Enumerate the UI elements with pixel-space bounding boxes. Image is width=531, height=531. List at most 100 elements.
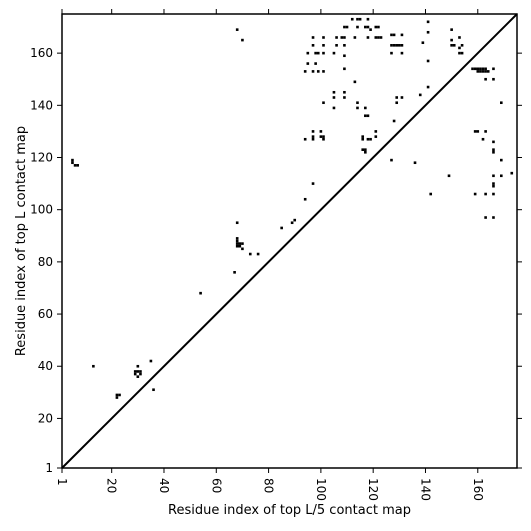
- contact-point-upper: [311, 44, 315, 47]
- contact-point-lower: [136, 375, 140, 378]
- contact-point-lower: [238, 242, 242, 245]
- contact-point-lower: [238, 244, 242, 248]
- x-tick-label: 80: [262, 478, 276, 493]
- contact-point-lower: [199, 291, 202, 295]
- contact-point-upper: [332, 106, 336, 110]
- contact-point-upper: [450, 28, 453, 31]
- contact-point-lower: [235, 239, 239, 243]
- contact-point-lower: [235, 237, 239, 240]
- contact-point-upper: [369, 28, 372, 31]
- contact-point-upper: [500, 101, 503, 105]
- contact-point-upper: [400, 96, 404, 99]
- contact-point-lower: [361, 137, 365, 141]
- x-tick-label: 160: [471, 478, 485, 501]
- contact-point-upper: [356, 25, 359, 29]
- contact-point-lower: [139, 370, 142, 373]
- contact-point-lower: [235, 244, 239, 248]
- contact-point-lower: [311, 130, 315, 133]
- contact-point-lower: [476, 130, 480, 133]
- contact-point-lower: [311, 137, 315, 141]
- contact-point-upper: [366, 36, 370, 39]
- contact-point-upper: [356, 17, 359, 21]
- contact-point-upper: [345, 25, 349, 29]
- plot-frame: [61, 13, 518, 469]
- contact-point-lower: [392, 119, 396, 123]
- x-tick-label: 1: [55, 478, 69, 486]
- x-tick-label: 60: [209, 478, 223, 493]
- contact-point-lower: [364, 148, 367, 151]
- contact-point-lower: [303, 137, 307, 141]
- contact-point-upper: [335, 36, 338, 39]
- contact-point-lower: [235, 242, 239, 245]
- contact-point-upper: [398, 44, 401, 47]
- contact-point-upper: [484, 67, 487, 71]
- contact-point-upper: [492, 77, 495, 81]
- contact-point-lower: [484, 216, 487, 219]
- contact-point-upper: [484, 77, 487, 81]
- contact-point-upper: [353, 80, 357, 84]
- contact-point-upper: [390, 44, 393, 47]
- contact-point-upper: [343, 25, 346, 29]
- contact-point-upper: [364, 114, 367, 118]
- contact-point-upper: [322, 101, 325, 105]
- contact-point-lower: [484, 130, 487, 133]
- contact-point-lower: [303, 197, 307, 201]
- contact-point-upper: [332, 96, 336, 99]
- contact-point-upper: [353, 36, 357, 39]
- x-tick-label: 120: [366, 478, 380, 501]
- contact-point-upper: [418, 93, 422, 97]
- contact-point-lower: [136, 364, 140, 368]
- contact-point-upper: [452, 44, 456, 47]
- contact-point-lower: [361, 148, 365, 151]
- y-axis-title: Residue index of top L contact map: [14, 126, 29, 356]
- contact-point-lower: [413, 161, 417, 165]
- contact-point-upper: [450, 44, 453, 47]
- contact-point-upper: [476, 67, 480, 71]
- contact-point-upper: [356, 101, 359, 105]
- contact-point-upper: [364, 25, 367, 29]
- contact-point-upper: [322, 51, 325, 55]
- contact-point-upper: [343, 67, 346, 71]
- contact-point-upper: [366, 17, 370, 21]
- contact-point-lower: [369, 137, 372, 141]
- contact-point-upper: [343, 96, 346, 99]
- contact-point-lower: [366, 137, 370, 141]
- contact-point-lower: [492, 184, 495, 188]
- contact-point-upper: [400, 51, 404, 55]
- contact-point-lower: [311, 182, 315, 185]
- contact-point-upper: [400, 33, 404, 37]
- contact-point-upper: [479, 70, 482, 73]
- contact-point-upper: [314, 62, 317, 65]
- contact-point-lower: [319, 135, 323, 138]
- contact-point-lower: [481, 137, 485, 141]
- diagonal-line: [61, 13, 518, 469]
- contact-point-upper: [306, 62, 310, 65]
- contact-point-lower: [492, 216, 495, 219]
- contact-point-upper: [364, 106, 367, 110]
- contact-point-upper: [322, 70, 325, 73]
- y-tick-label: 160: [30, 46, 53, 60]
- contact-point-lower: [322, 137, 325, 141]
- x-tick-label: 140: [418, 478, 432, 501]
- contact-point-upper: [426, 20, 430, 24]
- contact-point-lower: [133, 370, 137, 373]
- contact-point-upper: [458, 46, 461, 50]
- contact-point-lower: [235, 221, 239, 225]
- contact-point-upper: [395, 44, 399, 47]
- contact-point-upper: [332, 90, 336, 94]
- contact-point-upper: [476, 70, 480, 73]
- contact-point-upper: [322, 44, 325, 47]
- contact-point-lower: [152, 388, 155, 392]
- contact-point-upper: [356, 106, 359, 110]
- contact-point-lower: [241, 242, 244, 245]
- x-tick-label: 20: [105, 478, 119, 493]
- contact-point-upper: [358, 17, 362, 21]
- contact-point-upper: [311, 36, 315, 39]
- ticks-layer: 1 20 40 60 80 100 120 140 1601204060801001201401…: [30, 9, 522, 501]
- contact-point-lower: [492, 148, 495, 151]
- contact-point-upper: [392, 33, 396, 37]
- contact-point-lower: [73, 164, 77, 167]
- contact-point-upper: [311, 70, 315, 73]
- contact-point-lower: [139, 372, 142, 376]
- contact-point-upper: [400, 44, 404, 47]
